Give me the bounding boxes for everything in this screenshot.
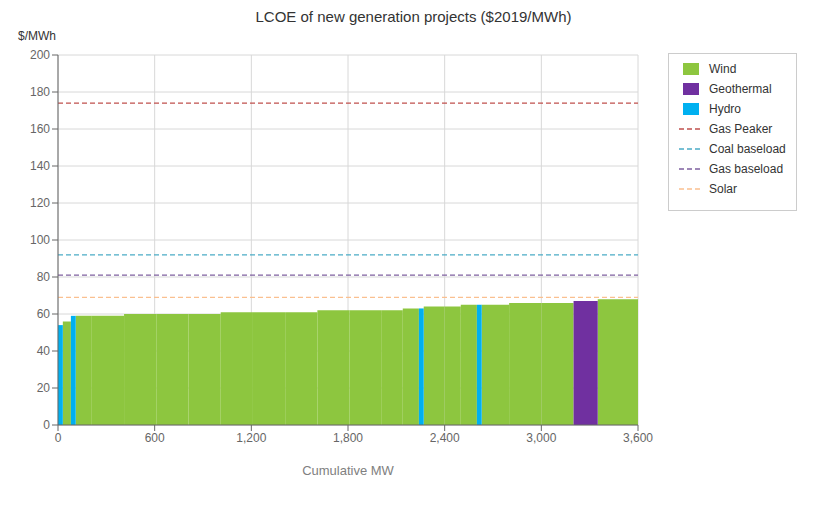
html-text:Wind: Wind	[709, 62, 737, 76]
svg-text:180: 180	[30, 85, 50, 99]
html-text:Geothermal: Geothermal	[709, 82, 772, 96]
svg-text:2,400: 2,400	[430, 431, 460, 445]
svg-text:3,600: 3,600	[623, 431, 653, 445]
svg-text:0: 0	[43, 418, 50, 432]
html-text:Solar: Solar	[709, 182, 737, 196]
html-text:Gas Peaker: Gas Peaker	[709, 122, 773, 136]
svg-text:60: 60	[37, 307, 51, 321]
html-text:LCOE of new generation project: LCOE of new generation projects ($2019/M…	[255, 8, 572, 25]
svg-text:0: 0	[55, 431, 62, 445]
html-text:Gas baseload: Gas baseload	[709, 162, 784, 176]
svg-text:160: 160	[30, 122, 50, 136]
svg-text:Cumulative MW: Cumulative MW	[302, 463, 394, 478]
svg-text:120: 120	[30, 196, 50, 210]
svg-text:1,800: 1,800	[333, 431, 363, 445]
svg-text:3,000: 3,000	[526, 431, 556, 445]
svg-text:80: 80	[37, 270, 51, 284]
svg-text:100: 100	[30, 233, 50, 247]
svg-text:1,200: 1,200	[236, 431, 266, 445]
svg-text:600: 600	[145, 431, 165, 445]
html-text:Hydro: Hydro	[709, 102, 741, 116]
html-text:$/MWh: $/MWh	[18, 29, 56, 43]
svg-text:20: 20	[37, 381, 51, 395]
html-text:Coal baseload: Coal baseload	[709, 142, 786, 156]
svg-text:140: 140	[30, 159, 50, 173]
svg-text:40: 40	[37, 344, 51, 358]
svg-text:200: 200	[30, 48, 50, 62]
